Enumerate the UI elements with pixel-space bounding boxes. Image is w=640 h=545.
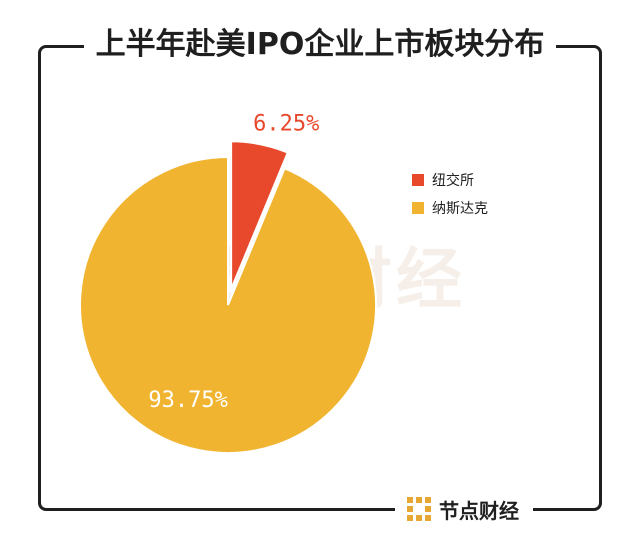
- brand-name: 节点财经: [439, 498, 519, 523]
- brand: 节点财经: [395, 488, 533, 530]
- legend: 纽交所 纳斯达克: [412, 168, 488, 224]
- pie-slice-nyse: [230, 140, 290, 290]
- pie-slice-nasdaq: [79, 155, 377, 454]
- data-label-nyse: 6.25%: [253, 112, 319, 137]
- legend-label-nyse: 纽交所: [432, 173, 474, 189]
- data-label-nasdaq: 93.75%: [148, 388, 227, 413]
- jiedian-logo-icon: [407, 497, 431, 521]
- legend-item-nyse: 纽交所: [412, 168, 488, 192]
- legend-swatch-nyse: [412, 174, 424, 186]
- legend-label-nasdaq: 纳斯达克: [432, 201, 488, 217]
- legend-item-nasdaq: 纳斯达克: [412, 196, 488, 220]
- legend-swatch-nasdaq: [412, 202, 424, 214]
